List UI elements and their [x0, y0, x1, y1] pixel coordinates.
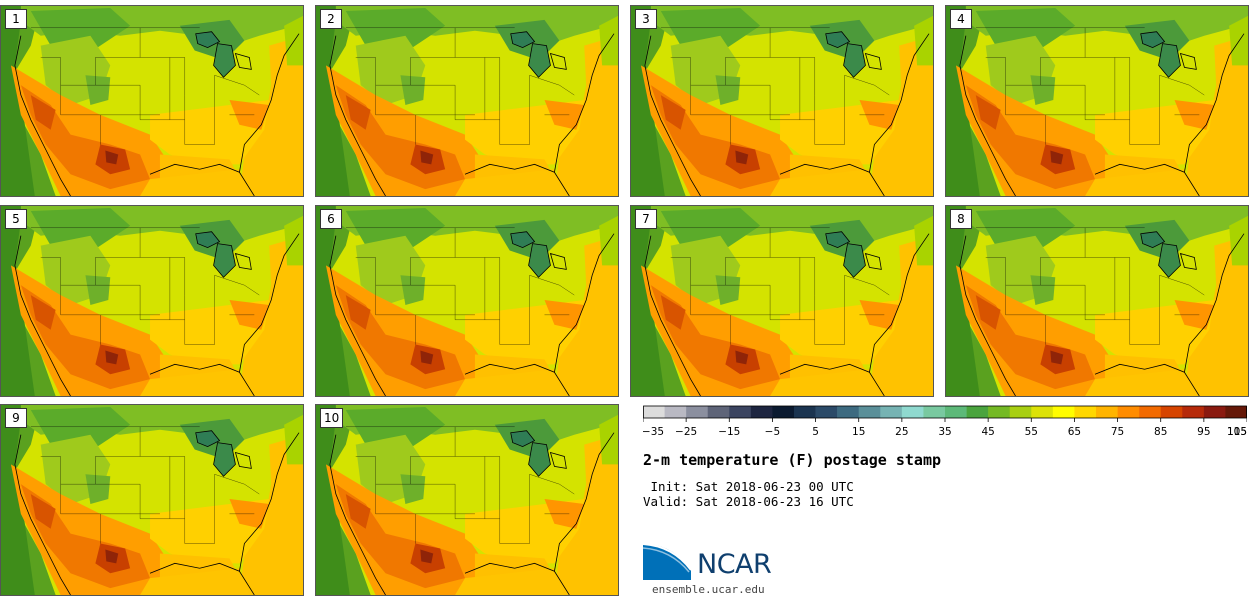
- colorbar-swatch: [945, 406, 967, 418]
- colorbar-tick-label: −25: [675, 426, 697, 438]
- colorbar-swatch: [858, 406, 881, 418]
- valid-time: Valid: Sat 2018-06-23 16 UTC: [643, 494, 854, 509]
- colorbar-tick-label: 55: [1025, 426, 1038, 438]
- temperature-map: [316, 405, 618, 595]
- temperature-map: [946, 206, 1248, 396]
- ensemble-member-panel-1[interactable]: 1: [0, 5, 304, 197]
- colorbar-swatch: [664, 406, 687, 418]
- panel-number-label: 5: [5, 209, 27, 229]
- init-time: Init: Sat 2018-06-23 00 UTC: [643, 479, 854, 494]
- colorbar-tick-label: 5: [812, 426, 819, 438]
- colorbar-swatch: [707, 406, 730, 418]
- temperature-map: [631, 206, 933, 396]
- ensemble-member-panel-9[interactable]: 9: [0, 404, 304, 596]
- temperature-map: [1, 6, 303, 196]
- colorbar-tick-label: −5: [765, 426, 780, 438]
- colorbar-swatch: [1009, 406, 1032, 418]
- colorbar-swatch: [750, 406, 773, 418]
- colorbar-swatch: [643, 406, 665, 418]
- colorbar-tick-label: −35: [643, 426, 664, 438]
- panel-number-label: 2: [320, 9, 342, 29]
- colorbar-tick-label: −15: [718, 426, 740, 438]
- colorbar-swatch: [729, 406, 752, 418]
- colorbar-swatch: [1052, 406, 1075, 418]
- colorbar-swatch: [966, 406, 989, 418]
- panel-number-label: 10: [320, 408, 344, 428]
- panel-number-label: 7: [635, 209, 657, 229]
- temperature-map: [631, 6, 933, 196]
- temperature-map: [1, 206, 303, 396]
- ensemble-member-panel-6[interactable]: 6: [315, 205, 619, 397]
- colorbar-swatch: [1225, 406, 1247, 418]
- colorbar-swatch: [686, 406, 709, 418]
- figure-title: 2-m temperature (F) postage stamp: [643, 451, 942, 469]
- panel-number-label: 4: [950, 9, 972, 29]
- ensemble-member-panel-5[interactable]: 5: [0, 205, 304, 397]
- colorbar-tick-label: 15: [852, 426, 865, 438]
- colorbar-swatch: [1160, 406, 1183, 418]
- ncar-logo-icon: [643, 543, 692, 580]
- panel-number-label: 1: [5, 9, 27, 29]
- ensemble-member-panel-7[interactable]: 7: [630, 205, 934, 397]
- colorbar-swatch: [794, 406, 816, 418]
- ensemble-member-panel-8[interactable]: 8: [945, 205, 1249, 397]
- colorbar-swatch: [1117, 406, 1140, 418]
- colorbar-tick-label: 65: [1068, 426, 1081, 438]
- colorbar-tick-label: 85: [1154, 426, 1167, 438]
- colorbar-swatch: [1074, 406, 1097, 418]
- colorbar-tick-label: 25: [895, 426, 908, 438]
- colorbar-swatch: [772, 406, 795, 418]
- temperature-map: [946, 6, 1248, 196]
- temperature-map: [1, 405, 303, 595]
- colorbar-swatch: [837, 406, 860, 418]
- ensemble-member-panel-10[interactable]: 10: [315, 404, 619, 596]
- colorbar-swatch: [1182, 406, 1205, 418]
- colorbar-swatch: [988, 406, 1011, 418]
- ensemble-member-panel-2[interactable]: 2: [315, 5, 619, 197]
- ncar-logo-text: NCAR: [697, 549, 772, 580]
- colorbar-swatch: [815, 406, 838, 418]
- colorbar-swatch: [880, 406, 903, 418]
- ensemble-member-panel-4[interactable]: 4: [945, 5, 1249, 197]
- colorbar-swatch: [923, 406, 946, 418]
- colorbar-tick-label: 45: [981, 426, 994, 438]
- panel-number-label: 3: [635, 9, 657, 29]
- temperature-map: [316, 6, 618, 196]
- colorbar-swatch: [1031, 406, 1054, 418]
- colorbar-tick-label: 115: [1227, 426, 1247, 438]
- panel-number-label: 9: [5, 408, 27, 428]
- colorbar-swatch: [901, 406, 924, 418]
- panel-number-label: 8: [950, 209, 972, 229]
- colorbar-tick-label: 35: [938, 426, 951, 438]
- panel-number-label: 6: [320, 209, 342, 229]
- colorbar-tick-label: 75: [1111, 426, 1124, 438]
- temperature-map: [316, 206, 618, 396]
- colorbar-tick-label: 95: [1197, 426, 1210, 438]
- colorbar-swatch: [1139, 406, 1162, 418]
- colorbar-tick-label: 105: [1227, 426, 1247, 438]
- ensemble-member-panel-3[interactable]: 3: [630, 5, 934, 197]
- colorbar-swatch: [1203, 406, 1226, 418]
- colorbar-swatch: [1096, 406, 1118, 418]
- ensemble-url: ensemble.ucar.edu: [652, 583, 765, 596]
